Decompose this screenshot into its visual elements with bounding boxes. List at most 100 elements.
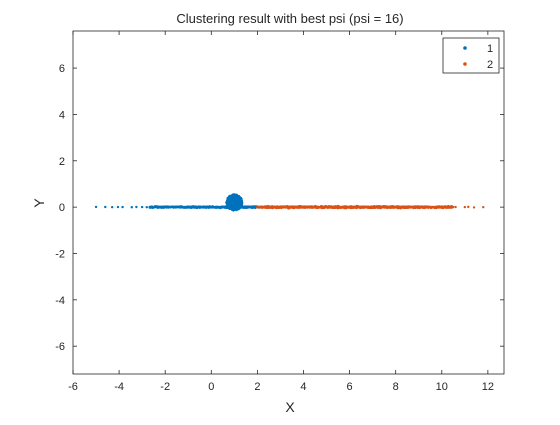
point-series-2: [454, 205, 457, 209]
point-series-2: [300, 205, 303, 209]
point-series-1: [135, 205, 138, 209]
point-series-2: [334, 205, 338, 209]
point-series-2: [294, 205, 297, 209]
point-series-2: [374, 206, 377, 209]
point-series-1: [209, 205, 212, 208]
point-series-2: [330, 205, 333, 208]
point-series-2: [436, 205, 439, 209]
y-axis-label: Y: [31, 198, 47, 208]
point-series-1: [229, 197, 233, 200]
point-series-1: [220, 205, 224, 209]
x-tick-label: 8: [393, 381, 399, 393]
x-tick-label: 0: [208, 381, 214, 393]
point-series-1: [130, 206, 133, 209]
point-series-1: [233, 206, 237, 210]
point-series-2: [347, 205, 350, 209]
point-series-2: [292, 205, 295, 209]
point-series-2: [380, 206, 383, 209]
point-series-2: [366, 206, 370, 209]
point-series-2: [447, 206, 451, 209]
point-series-1: [229, 201, 232, 205]
point-series-1: [233, 208, 237, 212]
point-series-2: [421, 205, 425, 209]
point-series-2: [306, 205, 309, 208]
chart-title: Clustering result with best psi (psi = 1…: [176, 11, 403, 26]
point-series-2: [341, 205, 344, 209]
point-series-1: [226, 197, 230, 201]
point-series-1: [174, 205, 177, 209]
point-series-1: [231, 201, 235, 205]
point-series-2: [396, 206, 399, 210]
point-series-1: [228, 195, 231, 198]
point-series-2: [365, 206, 368, 209]
point-series-1: [232, 204, 236, 208]
point-series-1: [241, 205, 245, 209]
point-series-1: [238, 200, 241, 204]
point-series-1: [230, 206, 233, 209]
point-series-2: [425, 205, 429, 209]
point-series-1: [236, 204, 239, 207]
point-series-1: [187, 205, 190, 208]
point-series-1: [231, 195, 234, 198]
y-tick-label: 0: [59, 202, 65, 214]
point-series-2: [264, 206, 267, 209]
point-series-1: [145, 205, 148, 209]
point-series-2: [289, 205, 293, 209]
point-series-2: [438, 205, 441, 209]
point-series-2: [328, 205, 331, 209]
points-layer: [94, 193, 485, 212]
legend-label-1: 1: [487, 43, 493, 55]
point-series-1: [202, 205, 205, 208]
point-series-1: [199, 205, 202, 209]
point-series-2: [403, 206, 406, 209]
point-series-1: [213, 206, 217, 209]
point-series-1: [233, 194, 236, 197]
point-series-2: [326, 205, 329, 209]
point-series-2: [275, 205, 278, 209]
legend-label-2: 2: [487, 59, 493, 71]
x-tick-label: 12: [482, 381, 494, 393]
point-series-1: [248, 205, 251, 208]
point-series-1: [158, 205, 161, 209]
point-series-2: [277, 205, 280, 209]
point-series-1: [223, 205, 226, 208]
point-series-2: [350, 205, 354, 209]
point-series-1: [240, 199, 244, 203]
point-series-1: [204, 205, 207, 209]
y-tick-label: 4: [59, 109, 65, 121]
x-tick-label: 2: [254, 381, 260, 393]
point-series-2: [383, 205, 386, 209]
y-tick-label: 2: [59, 156, 65, 168]
point-series-2: [449, 205, 453, 209]
point-series-2: [337, 205, 340, 209]
point-series-2: [430, 206, 434, 209]
y-ticks: -6 -4 -2 0 2 4 6: [55, 63, 504, 353]
point-series-2: [482, 205, 485, 209]
point-series-1: [182, 205, 185, 209]
y-tick-label: -2: [55, 248, 65, 260]
point-series-2: [314, 204, 317, 208]
point-series-1: [160, 205, 164, 209]
point-series-2: [441, 205, 444, 208]
point-series-1: [104, 205, 107, 209]
point-series-2: [417, 205, 421, 209]
point-series-2: [360, 206, 363, 209]
point-series-2: [303, 205, 306, 209]
point-series-2: [322, 205, 326, 208]
point-series-1: [177, 205, 181, 208]
x-ticks: -6 -4 -2 0 2 4 6 8 10 12: [68, 31, 494, 393]
point-series-2: [279, 205, 282, 208]
point-series-2: [358, 205, 361, 209]
point-series-1: [171, 205, 175, 209]
x-tick-label: -6: [68, 381, 78, 393]
point-series-2: [411, 205, 415, 209]
plot-area: [73, 31, 504, 374]
point-series-1: [121, 205, 124, 209]
point-series-2: [472, 206, 476, 209]
point-series-1: [194, 206, 197, 209]
point-series-2: [393, 206, 397, 209]
x-tick-label: 6: [347, 381, 353, 393]
legend-marker-1: [463, 46, 467, 50]
x-tick-label: -4: [114, 381, 124, 393]
point-series-1: [153, 206, 156, 209]
